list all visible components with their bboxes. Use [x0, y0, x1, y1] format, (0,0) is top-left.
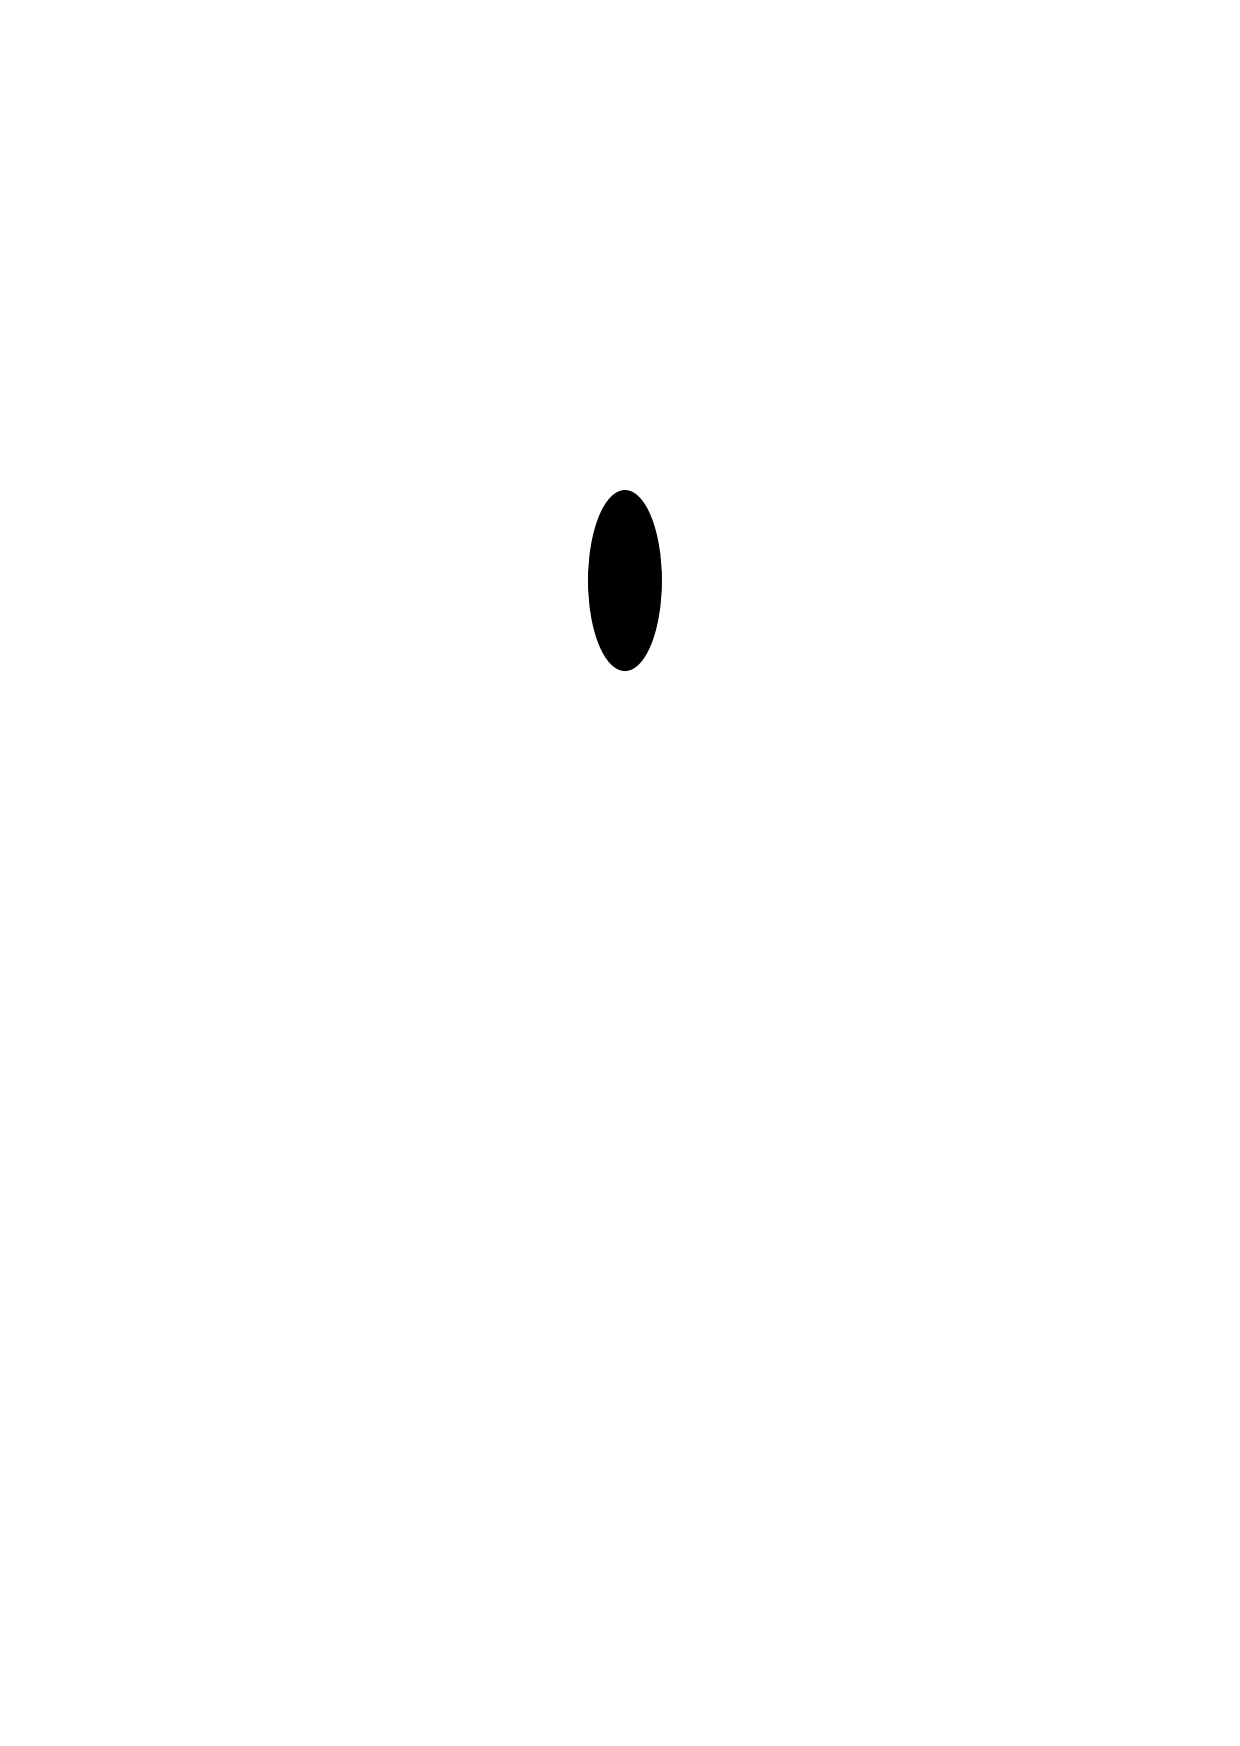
- Text: $\mathbf{C}$: $\mathbf{C}$: [614, 920, 640, 953]
- Text: $\mathbf{1}$: $\mathbf{1}$: [72, 953, 89, 978]
- Text: $\mathbf{C}$: $\mathbf{C}$: [31, 920, 57, 953]
- Text: $\mathbf{1}$: $\mathbf{1}$: [72, 56, 89, 80]
- Text: 10 mm: 10 mm: [105, 292, 169, 309]
- Text: 10 mm: 10 mm: [105, 1439, 169, 1456]
- Text: 10 mm: 10 mm: [238, 777, 301, 794]
- Text: $\mathbf{A}$: $\mathbf{A}$: [614, 21, 644, 56]
- Text: $\mathbf{A}$: $\mathbf{A}$: [31, 21, 61, 56]
- Text: $\mathbf{2}$: $\mathbf{2}$: [655, 56, 671, 80]
- Ellipse shape: [589, 491, 661, 670]
- Text: $\mathbf{2}$: $\mathbf{2}$: [655, 953, 671, 978]
- Text: $\mathbf{B}$: $\mathbf{B}$: [223, 482, 250, 517]
- Ellipse shape: [587, 454, 693, 690]
